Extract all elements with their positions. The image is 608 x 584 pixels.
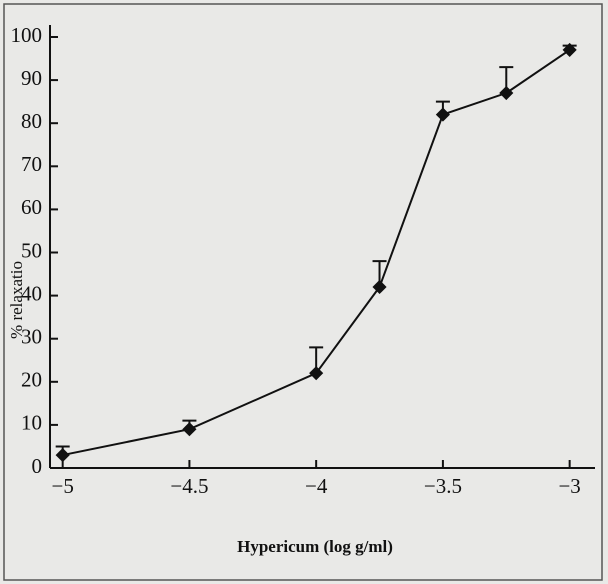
y-tick-label: 90: [21, 66, 42, 90]
marker: [372, 279, 387, 295]
x-tick-label: −5: [52, 474, 74, 498]
marker: [435, 107, 450, 122]
marker: [499, 85, 514, 101]
marker: [309, 366, 324, 381]
x-tick-label: −4: [305, 474, 328, 498]
marker: [55, 447, 70, 463]
y-tick-label: 70: [21, 152, 42, 176]
y-tick-label: 50: [21, 238, 42, 262]
y-tick-label: 30: [21, 325, 42, 349]
marker: [182, 422, 197, 437]
frame: [3, 3, 603, 581]
y-tick-label: 100: [11, 23, 43, 47]
marker: [562, 42, 577, 58]
x-tick-label: −3.5: [424, 474, 462, 498]
x-tick-label: −4.5: [170, 474, 208, 498]
y-tick-label: 60: [21, 195, 42, 219]
y-tick-label: 20: [21, 368, 42, 392]
y-tick-label: 10: [21, 411, 42, 435]
y-tick-label: 80: [21, 109, 42, 133]
y-tick-label: 0: [32, 454, 43, 478]
y-tick-label: 40: [21, 281, 42, 305]
y-axis-label: % relaxatio: [7, 261, 26, 339]
x-axis-label: Hypericum (log g/ml): [237, 537, 393, 556]
x-tick-label: −3: [558, 474, 580, 498]
